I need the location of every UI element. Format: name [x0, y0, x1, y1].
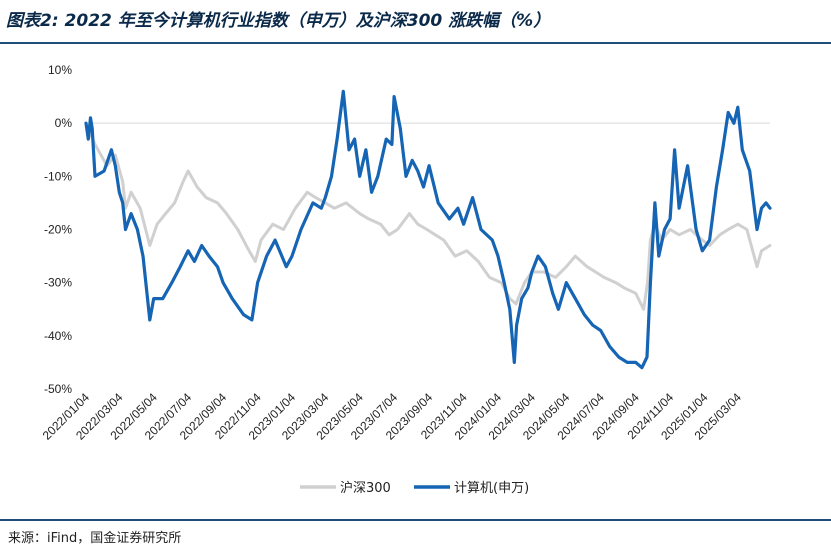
legend-label: 计算机(申万)	[454, 481, 529, 496]
series-line-computer	[84, 89, 772, 370]
plot-area: 10%0%-10%-20%-30%-40%-50%2022/01/042022/…	[40, 63, 772, 496]
title-rule	[0, 42, 831, 44]
footer-rule	[0, 519, 831, 521]
y-tick-label: -50%	[44, 382, 72, 396]
y-tick-label: -10%	[44, 169, 72, 183]
source-note: 来源：iFind，国金证券研究所	[8, 531, 182, 546]
y-tick-label: -20%	[44, 223, 72, 237]
legend-label: 沪深300	[340, 480, 391, 496]
y-tick-label: -40%	[44, 329, 72, 343]
y-tick-label: -30%	[44, 276, 72, 290]
y-tick-label: 10%	[48, 63, 72, 77]
chart-title: 图表2: 2022 年至今计算机行业指数（申万）及沪深300 涨跌幅（%）	[6, 11, 551, 31]
series-line-hs300	[84, 121, 772, 311]
y-tick-label: 0%	[55, 116, 73, 130]
